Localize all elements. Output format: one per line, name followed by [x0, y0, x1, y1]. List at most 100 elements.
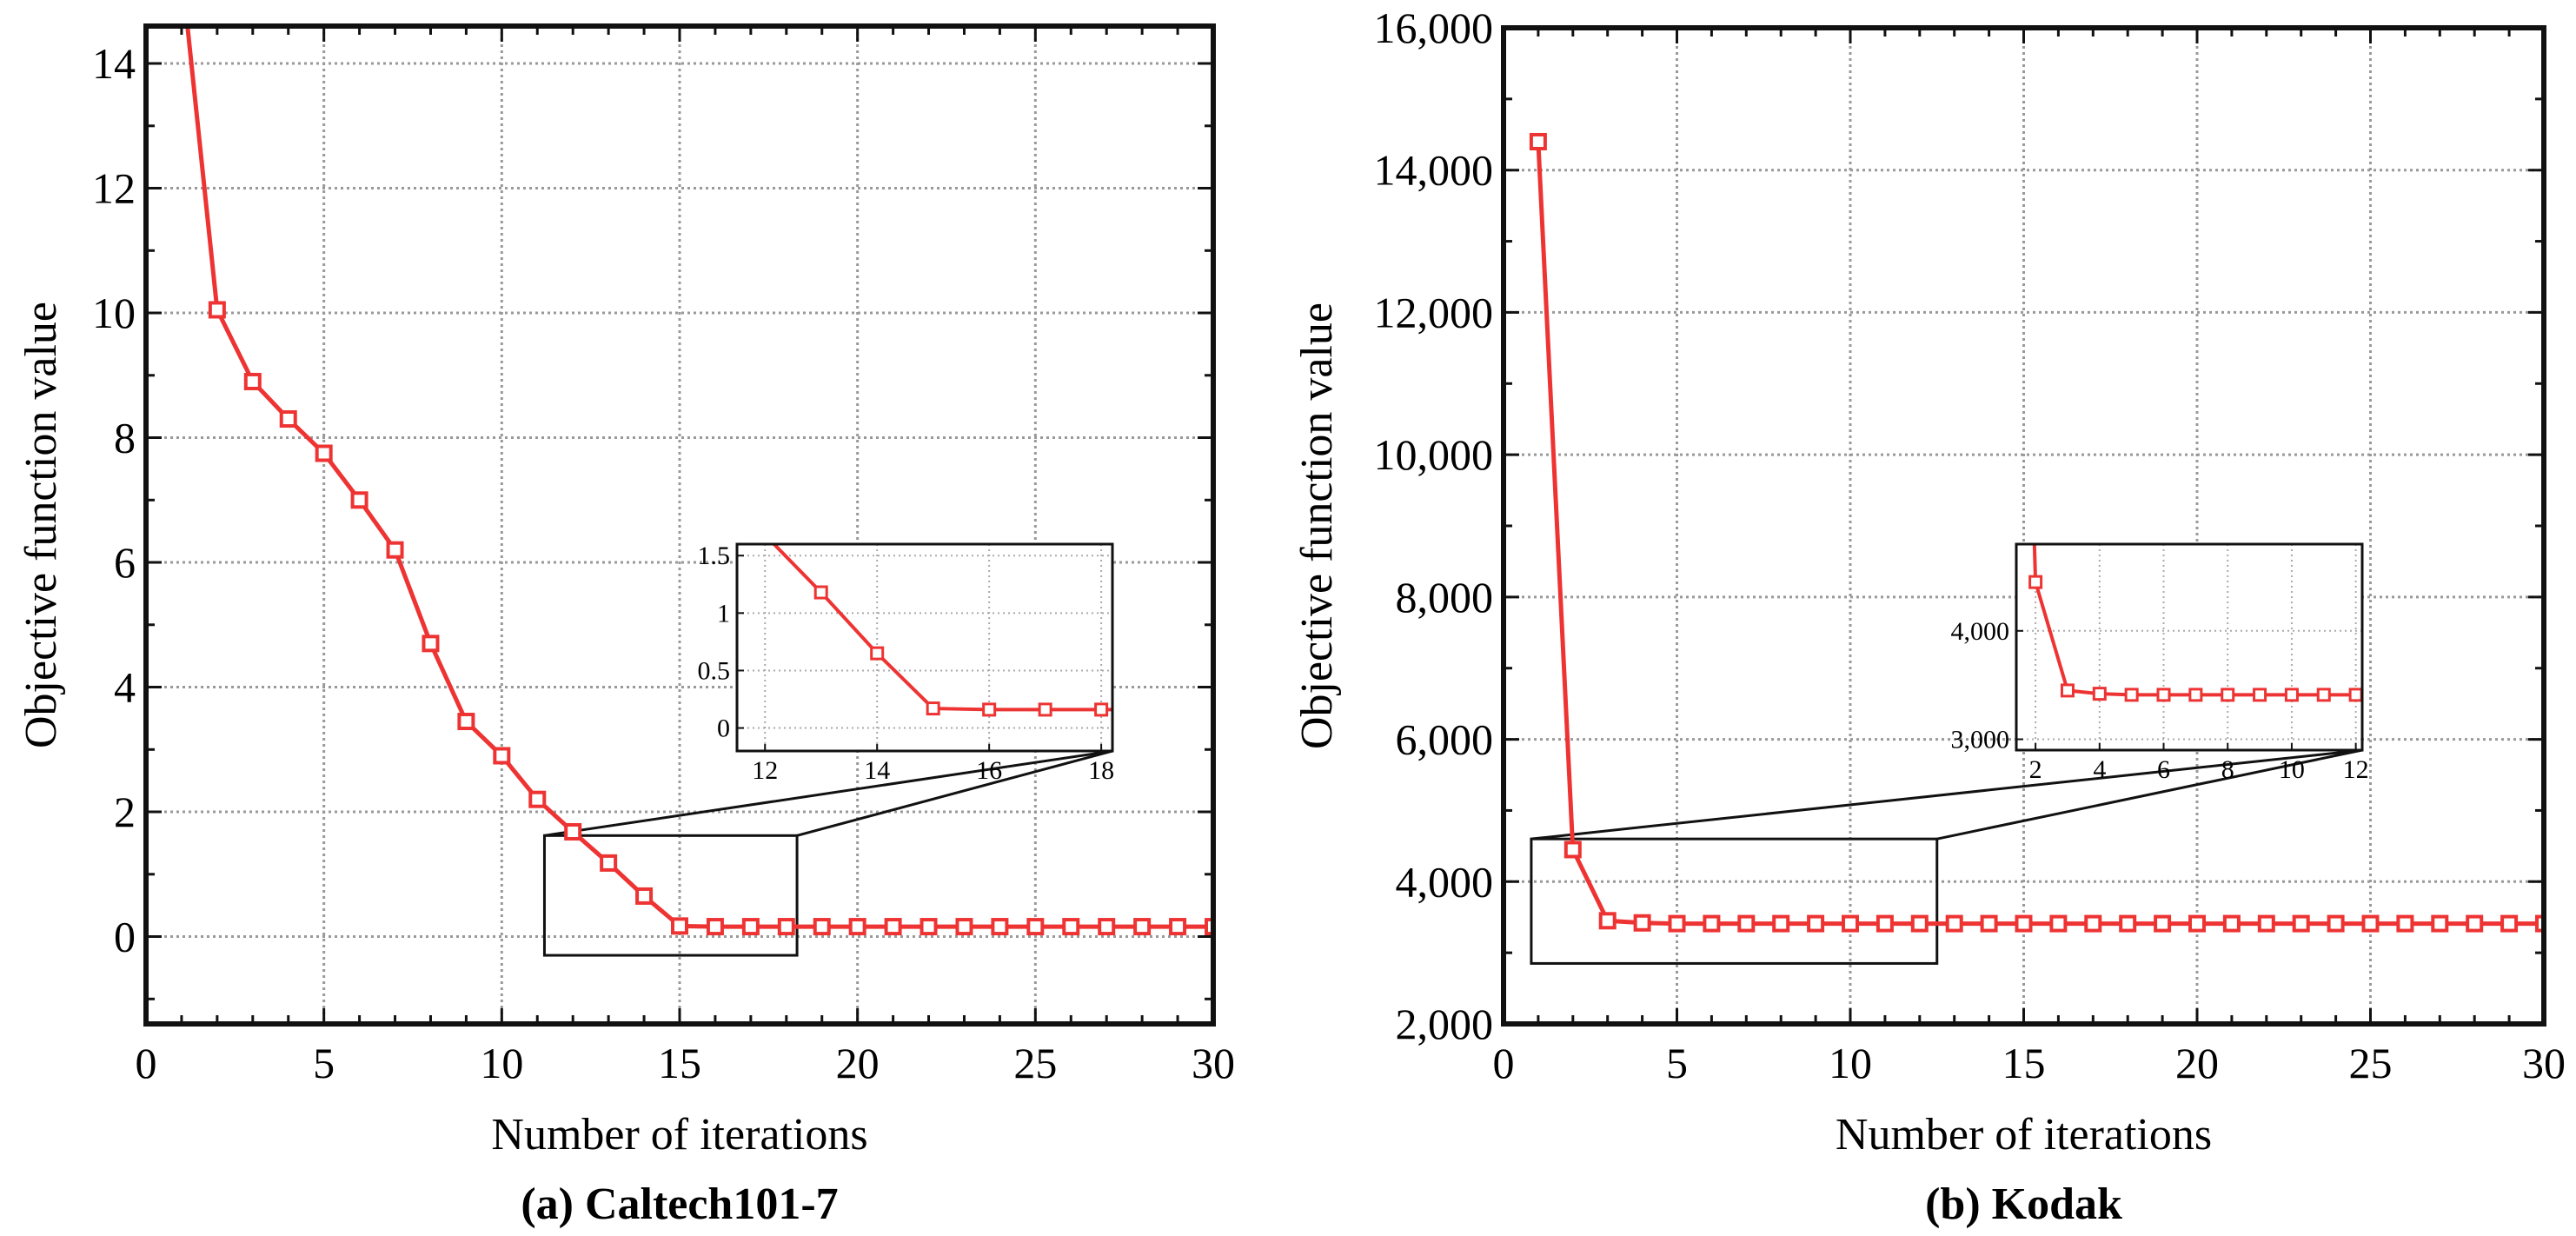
inset-background [737, 544, 1112, 751]
x-tick-label: 15 [658, 1039, 701, 1087]
data-point [2222, 914, 2241, 933]
inset-data-point [2188, 688, 2203, 702]
y-tick-label: 10,000 [1374, 430, 1494, 479]
zoom-connector [1936, 748, 2363, 841]
inset-data-point [982, 702, 997, 717]
inset-a: 12 14 16 18 0 0.5 1 1.5 [698, 529, 1115, 785]
inset-data-point [2253, 688, 2267, 702]
data-point [2500, 914, 2519, 933]
y-tick-label: 10 [92, 289, 136, 337]
data-point [2361, 914, 2380, 933]
x-tick-label: 30 [2522, 1039, 2566, 1087]
x-tick-label: 0 [1493, 1039, 1515, 1087]
series-b [1529, 132, 2544, 933]
data-point [777, 918, 795, 936]
x-tick-label: 10 [1829, 1039, 1872, 1087]
y-tick-label: 6,000 [1396, 715, 1494, 764]
inset-data-point [870, 646, 885, 661]
chart-title-b: (b) Kodak [1925, 1180, 2122, 1229]
inset-y-tick-label: 4,000 [1951, 617, 2010, 646]
data-point [991, 918, 1009, 936]
data-point [2292, 914, 2310, 933]
inset-data-point [2092, 687, 2107, 701]
grid-a [146, 26, 1213, 1024]
inset-x-tick-label: 6 [2157, 755, 2170, 784]
data-point [1062, 918, 1080, 936]
data-point [1169, 918, 1187, 936]
inset-data-point [1094, 702, 1109, 717]
y-tick-label: 8 [114, 414, 136, 462]
inset-data-point [2348, 688, 2362, 702]
y-tick-label: 6 [114, 538, 136, 587]
y-tick-label: 12 [92, 164, 136, 213]
data-point [671, 917, 688, 935]
inset-data-point [926, 701, 940, 716]
zoom-connector [544, 749, 1113, 837]
data-point [1876, 914, 1894, 933]
y-axis-label-a: Objective function value [17, 302, 66, 748]
data-point [1980, 914, 1998, 933]
data-point [386, 541, 404, 559]
ticks-b: 0 5 10 15 20 25 30 2,000 4,000 6,000 8,000 10,000 12… [1374, 3, 2566, 1087]
zoom-region-a [542, 749, 1113, 957]
data-point [457, 713, 475, 731]
data-point [528, 790, 547, 808]
data-point [564, 823, 582, 841]
inset-x-tick-label: 12 [2343, 755, 2369, 784]
inset-y-tick-label: 3,000 [1951, 726, 2010, 754]
inset-x-tick-label: 14 [864, 756, 890, 785]
y-tick-label: 14 [92, 39, 136, 88]
series-line [1536, 141, 2544, 927]
inset-series [2028, 544, 2362, 702]
inset-background [2016, 544, 2362, 750]
inset-data-point [760, 529, 771, 541]
data-point [493, 747, 511, 765]
x-axis-label-b: Number of iterations [1836, 1110, 2212, 1160]
data-point [2049, 914, 2068, 933]
x-tick-label: 25 [2349, 1039, 2393, 1087]
zoom-region-b [1530, 748, 2363, 965]
data-point [2327, 914, 2345, 933]
data-point [635, 887, 654, 905]
data-point [279, 410, 297, 429]
inset-x-tick-label: 16 [976, 756, 1002, 785]
data-point [2396, 914, 2414, 933]
x-tick-label: 20 [836, 1039, 880, 1087]
y-tick-label: 12,000 [1374, 288, 1494, 336]
x-tick-label: 5 [313, 1039, 335, 1087]
inset-data-point [2060, 683, 2075, 698]
data-point [1598, 912, 1617, 930]
data-point [1737, 914, 1756, 933]
inset-series-line [771, 544, 1112, 712]
series-line [185, 26, 1213, 929]
data-point [920, 918, 938, 936]
x-tick-label: 10 [480, 1039, 523, 1087]
data-point [1633, 914, 1651, 932]
inset-x-tick-label: 4 [2093, 755, 2106, 784]
data-point [315, 444, 333, 462]
data-point [2119, 914, 2137, 933]
data-point [848, 918, 866, 936]
y-tick-label: 8,000 [1396, 573, 1494, 621]
data-point [2015, 914, 2033, 933]
zoom-box [542, 834, 799, 957]
data-point [600, 854, 618, 872]
data-point [813, 918, 831, 936]
inset-data-point [1038, 702, 1052, 717]
chart-kodak: 0 5 10 15 20 25 30 2,000 4,000 6,000 8,000 10,000 12… [1292, 3, 2566, 1229]
data-point [884, 918, 902, 936]
y-tick-label: 4 [114, 663, 136, 712]
inset-data-point [2028, 575, 2043, 589]
series-a [185, 26, 1213, 936]
inset-frame [2015, 542, 2364, 752]
data-point [1945, 914, 1963, 933]
data-point [1772, 914, 1790, 933]
inset-x-tick-label: 2 [2029, 755, 2042, 784]
data-point [1026, 918, 1045, 936]
zoom-connector [1530, 748, 2363, 841]
x-tick-label: 30 [1192, 1039, 1235, 1087]
x-axis-label-a: Number of iterations [491, 1110, 867, 1160]
data-point [2257, 914, 2275, 933]
